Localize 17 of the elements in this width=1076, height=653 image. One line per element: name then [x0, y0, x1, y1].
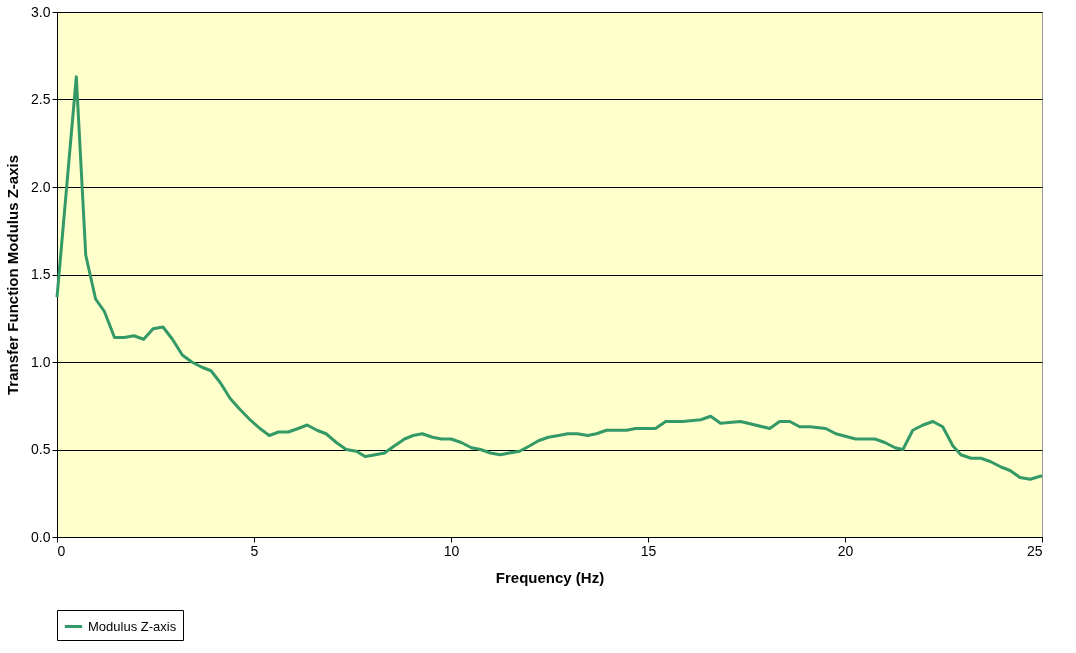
x-tick-label: 20: [837, 542, 854, 559]
y-tick-label: 2.5: [31, 91, 51, 107]
y-tick-label: 1.0: [31, 353, 51, 370]
line-series: [55, 75, 1044, 481]
y-tick-label: 0.0: [31, 528, 51, 545]
x-tick-label: 15: [640, 542, 657, 559]
legend-label: Modulus Z-axis: [88, 618, 177, 634]
y-tick-label: 0.5: [31, 441, 51, 457]
x-tick-label: 25: [1026, 542, 1043, 559]
y-axis-title: Transfer Function Modulus Z-axis: [4, 154, 22, 396]
x-tick-label: 0: [57, 542, 66, 559]
x-tick-label: 5: [250, 542, 259, 559]
x-axis-title: Frequency (Hz): [495, 568, 605, 586]
y-tick-label: 2.0: [31, 178, 51, 195]
y-tick-label: 1.5: [31, 266, 51, 282]
y-tick-label: 3.0: [31, 3, 51, 20]
x-tick-label: 10: [443, 542, 460, 559]
